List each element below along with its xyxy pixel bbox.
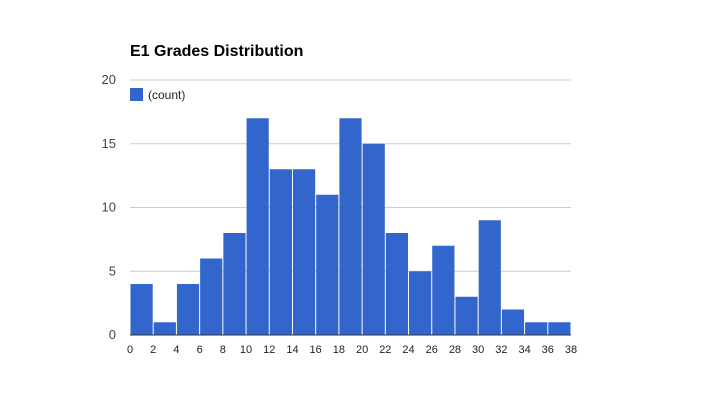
y-tick-label-20: 20 [102, 72, 116, 87]
y-tick-label-0: 0 [109, 327, 116, 342]
y-tick-label-5: 5 [109, 263, 116, 278]
x-tick-label-32: 32 [495, 344, 507, 356]
legend-swatch [130, 88, 143, 101]
x-tick-label-38: 38 [565, 344, 577, 356]
bars [130, 118, 571, 336]
x-tick-label-26: 26 [426, 344, 438, 356]
bar-bin-6-8[interactable] [200, 258, 223, 336]
bar-bin-16-18[interactable] [316, 194, 339, 335]
x-tick-label-12: 12 [263, 344, 275, 356]
x-tick-label-0: 0 [127, 344, 133, 356]
x-axis-tick-labels: 0 2 4 6 8 10 12 14 16 18 20 22 24 26 28 30 32 34 36 38 [127, 344, 577, 356]
x-tick-label-22: 22 [379, 344, 391, 356]
x-tick-label-2: 2 [150, 344, 156, 356]
x-tick-label-30: 30 [472, 344, 484, 356]
x-tick-label-8: 8 [220, 344, 226, 356]
x-tick-label-10: 10 [240, 344, 252, 356]
y-axis-tick-labels: 0 5 10 15 20 [102, 72, 116, 342]
bar-bin-36-38[interactable] [548, 322, 571, 335]
y-tick-label-10: 10 [102, 200, 116, 215]
bar-bin-34-36[interactable] [525, 322, 548, 335]
bar-bin-28-30[interactable] [455, 296, 478, 335]
chart-title: E1 Grades Distribution [130, 43, 303, 60]
bar-bin-12-14[interactable] [269, 169, 292, 335]
x-tick-label-20: 20 [356, 344, 368, 356]
bar-bin-30-32[interactable] [478, 220, 501, 335]
bar-bin-14-16[interactable] [292, 169, 316, 335]
y-tick-label-15: 15 [102, 136, 116, 151]
bar-bin-32-34[interactable] [501, 309, 525, 336]
bar-bin-18-20[interactable] [339, 118, 362, 335]
bar-bin-26-28[interactable] [432, 245, 455, 335]
bar-bin-10-12[interactable] [246, 118, 269, 335]
x-tick-label-24: 24 [402, 344, 414, 356]
x-tick-label-36: 36 [542, 344, 554, 356]
x-tick-label-18: 18 [333, 344, 345, 356]
legend[interactable]: (count) [130, 88, 185, 102]
x-tick-label-16: 16 [310, 344, 322, 356]
bar-bin-22-24[interactable] [385, 233, 409, 335]
x-tick-label-4: 4 [173, 344, 179, 356]
x-tick-label-34: 34 [518, 344, 530, 356]
bar-bin-20-22[interactable] [362, 143, 385, 335]
x-tick-label-14: 14 [286, 344, 298, 356]
x-tick-label-28: 28 [449, 344, 461, 356]
x-tick-label-6: 6 [197, 344, 203, 356]
legend-label: (count) [148, 88, 185, 102]
bar-bin-8-10[interactable] [223, 233, 246, 335]
bar-bin-24-26[interactable] [409, 271, 432, 335]
bar-bin-2-4[interactable] [153, 322, 176, 335]
bar-bin-0-2[interactable] [130, 284, 153, 335]
bar-bin-4-6[interactable] [176, 284, 200, 335]
